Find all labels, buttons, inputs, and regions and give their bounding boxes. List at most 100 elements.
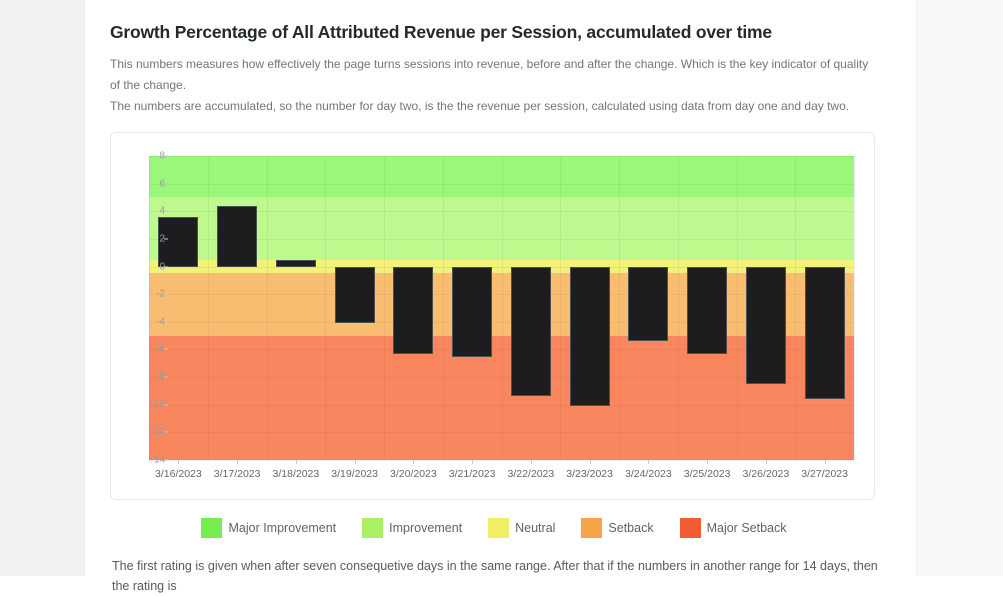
x-tick-label: 3/25/2023 [683,468,731,480]
x-tick-mark [354,460,356,464]
y-tick-label: -2 [156,288,165,300]
horizontal-gridline [149,377,854,379]
x-tick-label: 3/18/2023 [272,468,320,480]
band-setback [149,273,854,336]
bar-3/23/2023 [570,266,610,407]
y-tick-mark [164,431,168,433]
legend-label: Neutral [515,521,556,535]
y-tick-label: 4 [159,205,165,217]
x-tick-mark [648,460,650,464]
setback-swatch [581,518,603,538]
y-tick-mark [164,266,168,268]
legend-item-major-improvement: Major Improvement [201,518,336,538]
horizontal-gridline [149,321,854,323]
x-tick-mark [765,460,767,464]
bar-3/24/2023 [628,266,668,342]
x-tick-mark [413,460,415,464]
bar-3/18/2023 [276,259,316,267]
y-tick-label: 0 [159,261,165,273]
bar-3/25/2023 [687,266,727,354]
horizontal-gridline [149,460,854,461]
y-tick-mark [164,404,168,406]
legend-item-major-setback: Major Setback [679,518,787,538]
legend-label: Major Improvement [228,521,337,535]
vertical-gridline [442,156,444,460]
x-tick-mark [589,460,591,464]
page-title: Growth Percentage of All Attributed Reve… [110,22,772,42]
x-tick-mark [707,460,709,464]
y-tick-label: 2 [159,233,165,245]
x-tick-label: 3/24/2023 [625,468,672,480]
growth-chart-panel: 3/16/2023 3/17/2023 3/18/2023 3/19/2023 3/20… [110,132,875,500]
neutral-swatch [488,518,510,538]
y-tick-mark [164,321,168,323]
vertical-gridline [854,156,855,460]
report-card: Growth Percentage of All Attributed Reve… [85,6,903,596]
report-description: This numbers measures how effectively th… [110,54,870,117]
x-tick-mark [472,460,474,464]
vertical-gridline [149,156,150,460]
horizontal-gridline [149,266,854,268]
x-tick-label: 3/22/2023 [507,468,555,480]
x-tick-label: 3/23/2023 [566,468,613,480]
major-improvement-swatch [201,518,223,538]
legend-item-setback: Setback [581,518,654,538]
description-line-1: This numbers measures how effectively th… [110,57,869,92]
x-tick-label: 3/27/2023 [801,468,848,480]
horizontal-gridline [149,238,854,240]
vertical-gridline [266,156,268,460]
vertical-gridline [795,156,797,460]
rating-rules-note: The first rating is given when after sev… [112,559,878,593]
y-tick-mark [164,238,168,240]
y-tick-label: -12 [150,426,165,438]
x-tick-label: 3/16/2023 [155,468,202,480]
bar-3/26/2023 [746,266,786,384]
horizontal-gridline [149,156,854,157]
vertical-gridline [619,156,620,460]
y-tick-label: -10 [150,399,165,411]
x-tick-label: 3/26/2023 [742,468,790,480]
x-tick-mark [178,460,180,464]
legend-label: Improvement [389,521,463,535]
y-tick-label: -6 [156,343,165,355]
bar-3/21/2023 [452,266,492,358]
horizontal-gridline [149,294,854,296]
horizontal-gridline [149,432,854,434]
legend-label: Major Setback [706,521,787,535]
y-tick-mark [164,210,168,212]
vertical-gridline [325,156,327,460]
vertical-gridline [384,156,385,460]
bar-3/20/2023 [393,266,433,354]
band-major-improvement [149,156,854,198]
x-tick-label: 3/19/2023 [331,468,378,480]
x-tick-label: 3/17/2023 [213,468,261,480]
x-tick-mark [824,460,826,464]
horizontal-gridline [149,183,854,185]
x-tick-label: 3/20/2023 [390,468,437,480]
vertical-gridline [560,156,562,460]
legend-item-neutral: Neutral [488,518,555,538]
y-tick-label: 6 [159,178,165,190]
vertical-gridline [207,156,209,460]
y-tick-label: -14 [150,454,165,466]
y-tick-mark [164,376,168,378]
y-tick-mark [164,183,168,185]
horizontal-gridline [149,404,854,406]
horizontal-gridline [149,211,854,213]
page-left-gutter [0,0,85,576]
y-tick-mark [164,348,168,350]
bar-3/27/2023 [805,266,845,400]
band-neutral [149,259,854,274]
y-tick-mark [164,293,168,295]
x-tick-mark [530,460,532,464]
x-tick-mark [295,460,297,464]
vertical-gridline [736,156,738,460]
improvement-swatch [362,518,384,538]
bar-3/16/2023 [158,216,198,267]
vertical-gridline [501,156,503,460]
band-major-setback [149,335,854,460]
x-tick-label: 3/21/2023 [448,468,496,480]
major-setback-swatch [679,518,701,538]
y-tick-label: -8 [156,371,165,383]
x-tick-mark [237,460,239,464]
